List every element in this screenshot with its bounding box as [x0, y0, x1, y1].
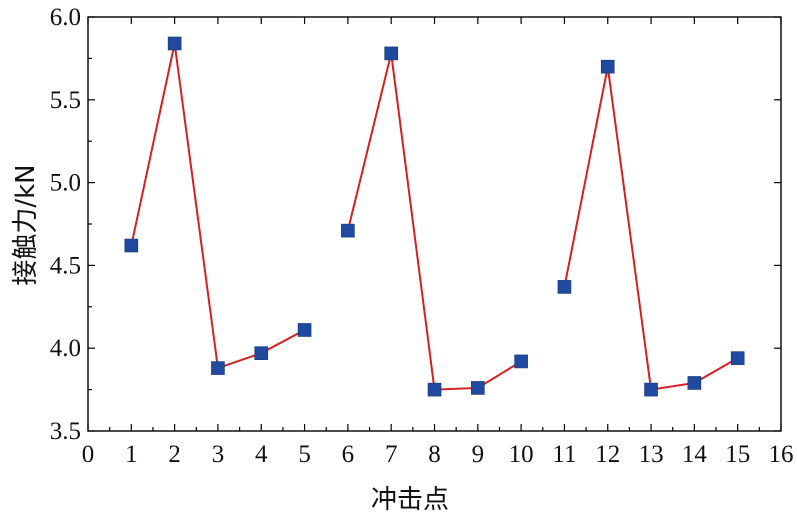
- data-point-marker: [471, 381, 485, 395]
- data-point-marker: [644, 382, 658, 397]
- contact-force-series: [124, 36, 745, 397]
- x-tick-label: 8: [428, 441, 441, 468]
- x-tick-label: 14: [682, 441, 708, 468]
- x-tick-label: 10: [509, 441, 534, 468]
- x-tick-label: 9: [472, 441, 485, 468]
- x-tick-label: 5: [298, 441, 311, 468]
- x-tick-label: 12: [595, 441, 620, 468]
- x-tick-label: 16: [769, 441, 794, 468]
- data-point-marker: [514, 354, 528, 369]
- y-axis: 3.5 4.0 4.5 5.0 5.5 6.0: [50, 4, 781, 445]
- y-tick-label: 4.5: [50, 252, 81, 279]
- y-tick-label: 5.0: [50, 170, 81, 197]
- x-tick-label: 15: [725, 441, 750, 468]
- x-tick-label: 4: [255, 441, 268, 468]
- x-tick-label: 0: [82, 441, 95, 468]
- x-axis: 0 1 2 3 4 5 6 7 8 9 10 11 12 13 14 15 16: [82, 17, 794, 468]
- x-tick-label: 1: [125, 441, 138, 468]
- y-tick-label: 6.0: [50, 4, 81, 31]
- data-point-marker: [600, 59, 615, 74]
- series-line-segment: [346, 53, 522, 391]
- x-tick-label: 13: [639, 441, 664, 468]
- data-point-marker: [167, 36, 182, 51]
- data-point-marker: [687, 376, 702, 390]
- plot-area-frame: [87, 16, 782, 432]
- x-tick-label: 2: [168, 441, 181, 468]
- series-line-segment: [563, 66, 739, 391]
- y-axis-title: 接触力/kN: [11, 164, 41, 285]
- x-tick-label: 7: [385, 441, 398, 468]
- data-point-marker: [384, 46, 398, 61]
- data-point-marker: [124, 238, 139, 253]
- y-tick-label: 4.0: [50, 335, 81, 362]
- x-tick-label: 6: [342, 441, 355, 468]
- data-point-marker: [211, 361, 225, 375]
- data-point-marker: [341, 223, 355, 238]
- data-point-marker: [557, 280, 572, 294]
- y-tick-label: 5.5: [50, 87, 81, 114]
- x-tick-label: 11: [552, 441, 576, 468]
- series-line-segment: [130, 43, 306, 370]
- y-tick-label: 3.5: [50, 418, 81, 445]
- data-point-marker: [730, 351, 745, 365]
- data-point-marker: [297, 323, 312, 337]
- x-axis-title: 冲击点: [371, 485, 449, 515]
- data-point-marker: [427, 382, 442, 397]
- x-tick-label: 3: [212, 441, 225, 468]
- data-point-marker: [254, 346, 269, 360]
